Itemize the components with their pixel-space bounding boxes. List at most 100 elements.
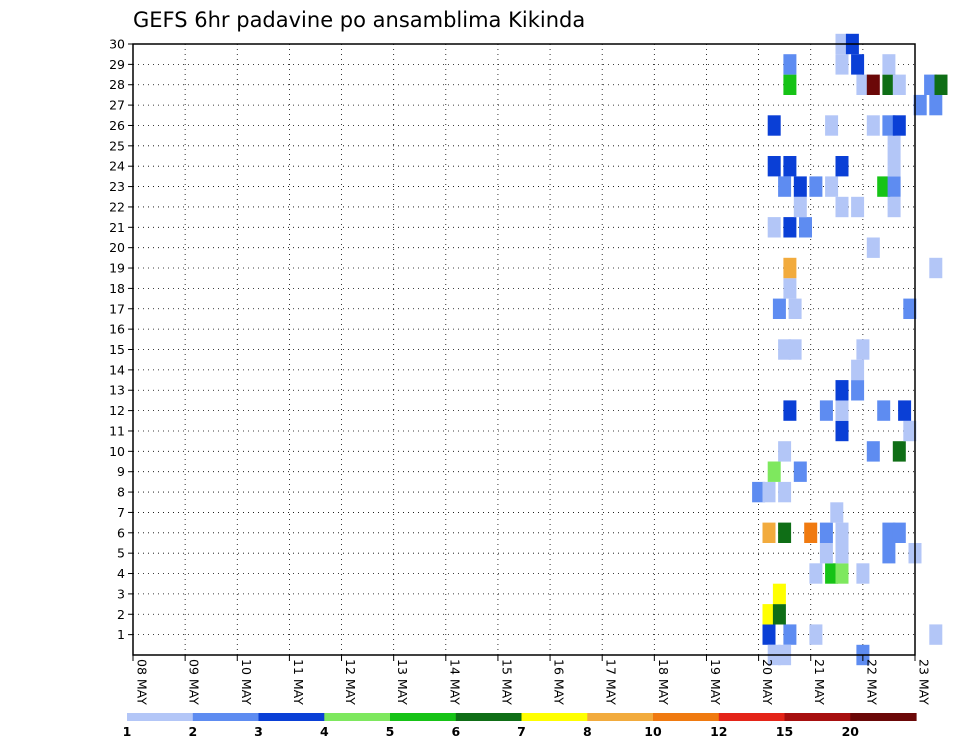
heatmap-cell bbox=[835, 400, 849, 421]
colorbar-swatch bbox=[324, 713, 391, 721]
y-tick-label: 26 bbox=[109, 118, 125, 133]
heatmap-cell bbox=[877, 176, 891, 197]
y-tick-label: 3 bbox=[117, 586, 125, 601]
y-tick-label: 5 bbox=[117, 546, 125, 561]
y-tick-label: 24 bbox=[109, 159, 125, 174]
heatmap-cell bbox=[783, 156, 797, 177]
colorbar-swatch bbox=[192, 713, 260, 721]
x-tick-label: 09 MAY bbox=[187, 659, 202, 705]
y-tick-label: 2 bbox=[117, 607, 125, 622]
chart-title: GEFS 6hr padavine po ansamblima Kikinda bbox=[133, 8, 585, 32]
y-tick-label: 14 bbox=[109, 362, 125, 377]
heatmap-cell bbox=[835, 54, 849, 75]
heatmap-cell bbox=[877, 400, 891, 421]
y-tick-label: 6 bbox=[117, 525, 125, 540]
colorbar-swatch bbox=[587, 713, 654, 721]
colorbar-label: 4 bbox=[320, 724, 329, 739]
x-tick-label: 15 MAY bbox=[499, 659, 514, 705]
y-tick-label: 13 bbox=[109, 383, 125, 398]
heatmap-cell bbox=[819, 400, 833, 421]
heatmap-cell bbox=[772, 583, 786, 605]
x-tick-label: 18 MAY bbox=[656, 659, 671, 705]
colorbar-label: 1 bbox=[123, 724, 132, 739]
y-tick-label: 12 bbox=[109, 403, 125, 418]
colorbar-label: 2 bbox=[188, 724, 197, 739]
heatmap-cell bbox=[892, 522, 906, 543]
colorbar-swatch bbox=[850, 713, 917, 721]
grid-lines bbox=[133, 44, 915, 655]
x-tick-label: 14 MAY bbox=[447, 659, 462, 705]
heatmap-cell bbox=[767, 217, 781, 238]
heatmap-cell bbox=[851, 54, 865, 75]
heatmap-cell bbox=[788, 339, 802, 360]
colorbar-swatch bbox=[127, 713, 194, 721]
heatmap-cell bbox=[825, 115, 839, 136]
colorbar-label: 7 bbox=[517, 724, 526, 739]
heatmap-cell bbox=[887, 196, 901, 218]
heatmap-cell bbox=[772, 298, 786, 319]
heatmap-cell bbox=[913, 94, 927, 116]
colorbar-swatch bbox=[784, 713, 851, 721]
heatmap-cell bbox=[783, 74, 797, 95]
heatmap-cell bbox=[819, 522, 833, 543]
y-tick-label: 20 bbox=[109, 240, 125, 255]
y-tick-label: 1 bbox=[117, 627, 125, 642]
heatmap-cell bbox=[892, 441, 906, 462]
heatmap-cell bbox=[762, 624, 776, 645]
y-tick-label: 27 bbox=[109, 98, 125, 113]
y-tick-label: 11 bbox=[109, 423, 125, 438]
y-tick-label: 25 bbox=[109, 138, 125, 153]
heatmap-cell bbox=[799, 217, 812, 238]
heatmap-cell bbox=[778, 339, 792, 360]
x-tick-label: 13 MAY bbox=[395, 659, 410, 705]
heatmap-cell bbox=[851, 359, 865, 381]
y-tick-label: 22 bbox=[109, 199, 125, 214]
colorbar-label: 10 bbox=[644, 724, 662, 739]
heatmap-cell bbox=[835, 156, 849, 177]
heatmap-cell bbox=[856, 339, 870, 360]
colorbar-swatch bbox=[455, 713, 523, 721]
heatmap-cell bbox=[762, 481, 776, 503]
y-tick-label: 18 bbox=[109, 281, 125, 296]
x-tick-label: 21 MAY bbox=[812, 659, 827, 705]
y-tick-label: 30 bbox=[109, 37, 125, 52]
heatmap-cells bbox=[752, 33, 948, 666]
heatmap-cell bbox=[892, 115, 906, 136]
heatmap-cell bbox=[788, 298, 802, 319]
y-tick-label: 28 bbox=[109, 77, 125, 92]
heatmap-cell bbox=[866, 74, 880, 95]
heatmap-cell bbox=[882, 115, 896, 136]
heatmap-cell bbox=[924, 74, 938, 95]
colorbar-label: 8 bbox=[583, 724, 592, 739]
colorbar-swatch bbox=[521, 713, 588, 721]
y-tick-label: 8 bbox=[117, 485, 125, 500]
heatmap-cell bbox=[929, 624, 943, 645]
colorbar-label: 3 bbox=[254, 724, 263, 739]
y-tick-label: 21 bbox=[109, 220, 125, 235]
y-tick-label: 19 bbox=[109, 261, 125, 276]
colorbar-label: 6 bbox=[451, 724, 460, 739]
colorbar-swatch bbox=[653, 713, 720, 721]
heatmap-cell bbox=[887, 156, 901, 177]
x-tick-label: 23 MAY bbox=[917, 659, 932, 705]
colorbar-label: 15 bbox=[776, 724, 793, 739]
y-tick-label: 16 bbox=[109, 322, 125, 337]
heatmap-cell bbox=[783, 54, 797, 75]
heatmap-cell bbox=[856, 74, 870, 95]
heatmap-cell bbox=[752, 481, 766, 503]
x-tick-label: 10 MAY bbox=[239, 659, 254, 705]
heatmap-cell bbox=[783, 217, 797, 238]
heatmap-cell bbox=[887, 176, 901, 197]
heatmap-cell bbox=[825, 176, 839, 197]
heatmap-cell bbox=[856, 563, 870, 584]
heatmap-cell bbox=[934, 74, 948, 95]
heatmap-cell bbox=[762, 604, 776, 625]
heatmap-cell bbox=[851, 380, 865, 401]
heatmap-cell bbox=[882, 522, 896, 543]
y-tick-label: 23 bbox=[109, 179, 125, 194]
heatmap-cell bbox=[767, 461, 781, 482]
colorbar-label: 12 bbox=[710, 724, 727, 739]
y-axis-ticks: 1234567891011121314151617181920212223242… bbox=[109, 37, 133, 642]
heatmap-cell bbox=[882, 543, 896, 564]
